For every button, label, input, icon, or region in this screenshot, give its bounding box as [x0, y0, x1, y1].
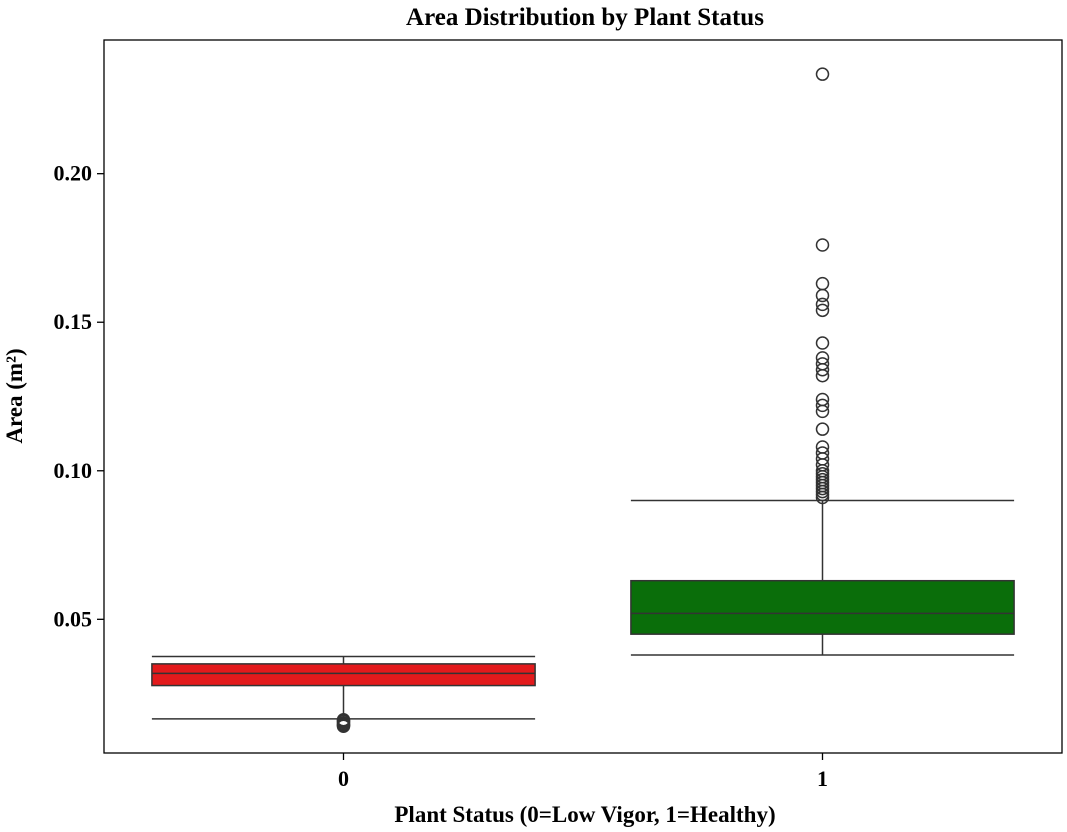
plot-area-frame [103, 39, 1063, 754]
outlier-point [815, 404, 830, 419]
y-tick-label: 0.05 [54, 606, 93, 631]
box-group-0 [151, 655, 536, 734]
x-tick-label: 1 [817, 766, 828, 791]
y-axis-label: Area (m²) [2, 348, 27, 443]
outlier-point [815, 276, 830, 291]
outlier-point [815, 67, 830, 81]
outlier-point [815, 238, 830, 252]
outlier-point [815, 363, 830, 377]
outlier-point [815, 398, 830, 413]
x-axis-label: Plant Status (0=Low Vigor, 1=Healthy) [394, 802, 775, 827]
outlier-point [815, 368, 830, 383]
outlier-point [815, 490, 830, 505]
y-tick-label: 0.20 [54, 161, 93, 186]
outlier-point [815, 288, 830, 303]
y-tick-label: 0.10 [54, 458, 93, 483]
box-series [151, 67, 1015, 734]
outlier-point [815, 297, 830, 312]
outlier-point [815, 336, 830, 350]
chart-title: Area Distribution by Plant Status [406, 4, 764, 31]
y-axis: 0.05 0.10 0.15 0.20 [54, 161, 104, 631]
iqr-box [630, 579, 1015, 635]
x-tick-label: 0 [338, 766, 349, 791]
y-tick-label: 0.15 [54, 309, 93, 334]
outlier-point [815, 422, 830, 436]
iqr-box [151, 663, 536, 687]
outlier-point [336, 719, 351, 734]
outlier-point [815, 303, 830, 318]
box-group-1 [630, 67, 1015, 656]
